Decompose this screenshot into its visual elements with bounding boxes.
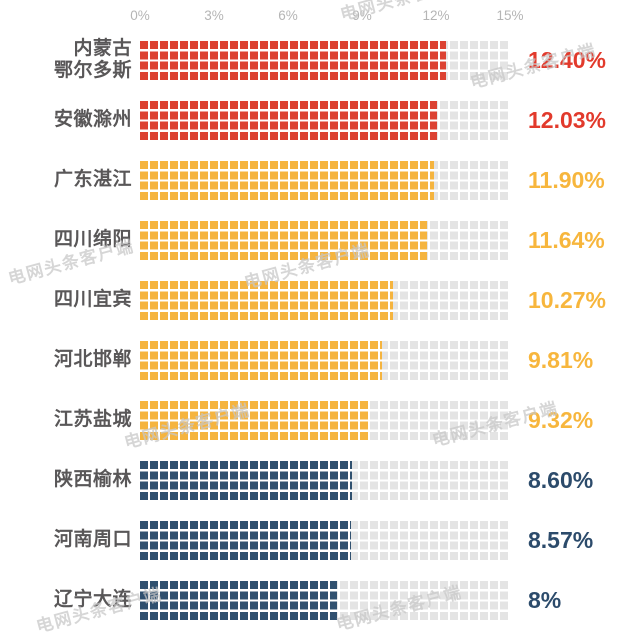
value-label: 12.40% bbox=[528, 46, 607, 73]
waffle-bar bbox=[140, 520, 510, 560]
waffle-bar bbox=[140, 340, 510, 380]
waffle-bar bbox=[140, 220, 510, 260]
x-axis-tick-label: 3% bbox=[204, 8, 224, 23]
chart-row: 安徽滁州 12.03% bbox=[0, 90, 643, 150]
x-axis-tick-label: 9% bbox=[352, 8, 372, 23]
bar-fill bbox=[140, 400, 370, 440]
value-label: 11.90% bbox=[528, 166, 605, 193]
category-label: 四川宜宾 bbox=[53, 288, 132, 310]
bar-fill bbox=[140, 580, 338, 620]
value-label: 9.81% bbox=[528, 346, 594, 373]
category-label: 辽宁大连 bbox=[53, 588, 132, 610]
value-label: 11.64% bbox=[528, 226, 605, 253]
bar-fill bbox=[140, 460, 353, 500]
chart-row: 广东湛江 11.90% bbox=[0, 150, 643, 210]
chart-row: 陕西榆林 8.60% bbox=[0, 450, 643, 510]
chart-row: 内蒙古 鄂尔多斯 12.40% bbox=[0, 30, 643, 90]
x-axis-tick-label: 0% bbox=[130, 8, 150, 23]
bar-fill bbox=[140, 160, 434, 200]
category-label: 陕西榆林 bbox=[53, 468, 132, 490]
x-axis-tick-label: 6% bbox=[278, 8, 298, 23]
bar-fill bbox=[140, 220, 428, 260]
waffle-bar bbox=[140, 40, 510, 80]
bar-fill bbox=[140, 280, 394, 320]
chart-row: 江苏盐城 9.32% bbox=[0, 390, 643, 450]
waffle-bar bbox=[140, 280, 510, 320]
value-label: 8% bbox=[528, 586, 562, 613]
chart-row: 四川宜宾 10.27% bbox=[0, 270, 643, 330]
waffle-bar bbox=[140, 100, 510, 140]
waffle-bar bbox=[140, 580, 510, 620]
category-label: 内蒙古 鄂尔多斯 bbox=[53, 37, 132, 81]
chart-row: 河南周口 8.57% bbox=[0, 510, 643, 570]
category-label: 河南周口 bbox=[53, 528, 132, 550]
bar-fill bbox=[140, 40, 446, 80]
value-label: 8.60% bbox=[528, 466, 594, 493]
value-label: 9.32% bbox=[528, 406, 594, 433]
category-label: 四川绵阳 bbox=[53, 228, 132, 250]
x-axis: 0% 3% 6% 9% 12% 15% bbox=[130, 8, 523, 30]
chart-row: 河北邯郸 9.81% bbox=[0, 330, 643, 390]
category-label: 江苏盐城 bbox=[53, 408, 132, 430]
value-label: 10.27% bbox=[528, 286, 607, 313]
value-label: 8.57% bbox=[528, 526, 594, 553]
chart-rows: 内蒙古 鄂尔多斯 12.40% 安徽滁州 12.03% 广东湛江 11.90% 四川绵阳 11.… bbox=[0, 30, 643, 630]
category-label: 广东湛江 bbox=[53, 168, 132, 190]
bar-fill bbox=[140, 340, 382, 380]
x-axis-tick-label: 15% bbox=[496, 8, 524, 23]
category-label: 河北邯郸 bbox=[53, 348, 132, 370]
chart-row: 辽宁大连 8% bbox=[0, 570, 643, 630]
chart-row: 四川绵阳 11.64% bbox=[0, 210, 643, 270]
waffle-bar bbox=[140, 160, 510, 200]
category-label: 安徽滁州 bbox=[53, 108, 132, 130]
waffle-bar bbox=[140, 400, 510, 440]
bar-fill bbox=[140, 520, 352, 560]
value-label: 12.03% bbox=[528, 106, 607, 133]
x-axis-tick-label: 12% bbox=[422, 8, 450, 23]
bar-fill bbox=[140, 100, 437, 140]
waffle-bar bbox=[140, 460, 510, 500]
